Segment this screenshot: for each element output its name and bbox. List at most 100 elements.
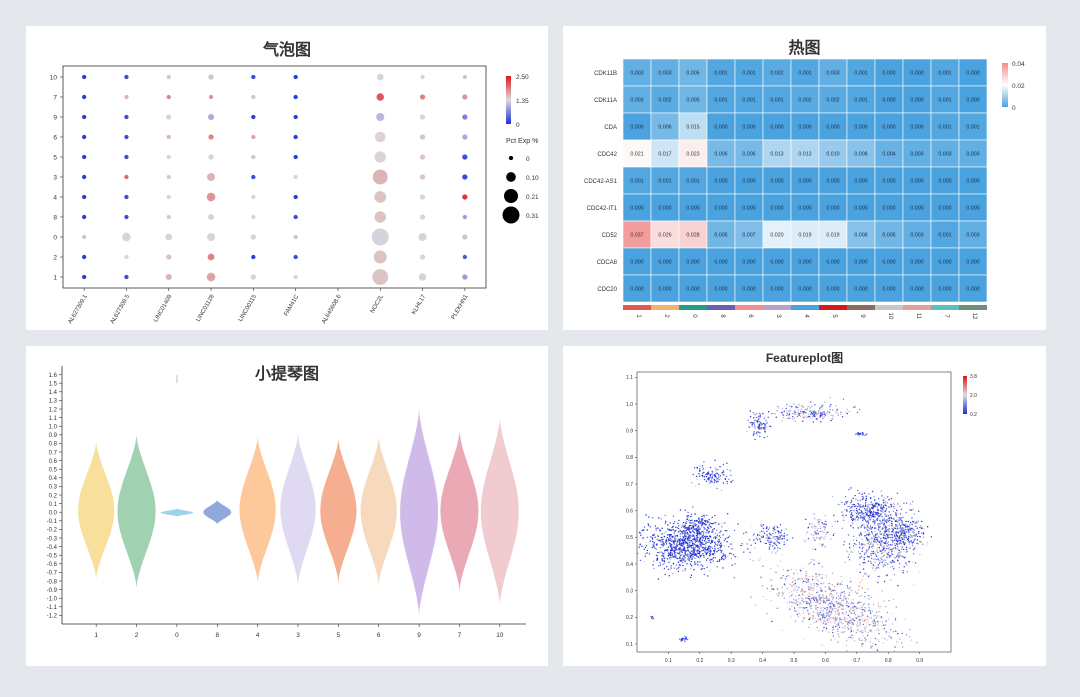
featureplot-cell: [832, 409, 834, 411]
dotplot-dot: [166, 214, 171, 220]
featureplot-cell: [770, 599, 772, 602]
featureplot-cell: [853, 504, 856, 506]
featureplot-cell: [877, 581, 879, 584]
featureplot-cell: [759, 432, 761, 434]
featureplot-cell: [897, 548, 899, 550]
dotplot-colorbar-tick: 0: [516, 122, 520, 129]
featureplot-cell: [899, 534, 901, 537]
heatmap-cluster-bar: [959, 305, 987, 310]
featureplot-cell: [706, 541, 708, 544]
featureplot-cell: [810, 587, 812, 589]
featureplot-cell: [880, 561, 882, 563]
featureplot-cell: [789, 417, 791, 419]
featureplot-cell: [856, 629, 859, 631]
featureplot-cell: [849, 636, 852, 638]
featureplot-cell: [710, 561, 712, 564]
featureplot-cell: [866, 510, 868, 512]
featureplot-cell: [903, 566, 905, 568]
featureplot-cell: [896, 516, 898, 518]
heatmap-cell-value: 0.000: [630, 125, 643, 131]
featureplot-ytick: 0.9: [626, 428, 633, 434]
featureplot-cell: [897, 503, 899, 505]
featureplot-cell: [881, 510, 883, 513]
featureplot-cell: [696, 540, 698, 543]
featureplot-cell: [871, 490, 874, 493]
featureplot-cell: [740, 544, 742, 547]
featureplot-cell: [817, 412, 819, 415]
featureplot-cell: [714, 545, 716, 547]
featureplot-cell: [861, 606, 863, 608]
dotplot-dot: [419, 214, 426, 220]
dotplot-xtick: AL645608.6: [321, 293, 343, 325]
featureplot-cell: [686, 542, 688, 545]
featureplot-cell: [847, 628, 849, 630]
featureplot-cell: [721, 555, 724, 557]
featureplot-cell: [860, 616, 862, 618]
dotplot-ytick: 9: [53, 115, 57, 122]
featureplot-cell: [897, 545, 899, 548]
featureplot-cell: [866, 619, 868, 621]
featureplot-cell: [716, 472, 718, 475]
featureplot-cell: [878, 563, 880, 565]
featureplot-cell: [638, 546, 640, 548]
featureplot-cell: [819, 618, 822, 620]
featureplot-cell: [873, 504, 876, 506]
featureplot-cell: [812, 410, 815, 412]
featureplot-cell: [661, 533, 663, 535]
featureplot-cell: [855, 624, 858, 626]
featureplot-cell: [908, 560, 910, 563]
featureplot-cell: [765, 542, 767, 545]
featureplot-cell: [816, 418, 818, 420]
featureplot-cell: [821, 408, 824, 410]
featureplot-cell: [856, 499, 859, 502]
featureplot-cell: [802, 580, 805, 583]
featureplot-cell: [842, 631, 844, 633]
featureplot-cell: [864, 505, 867, 507]
featureplot-cell: [702, 530, 704, 532]
featureplot-cell: [827, 619, 829, 622]
featureplot-cell: [916, 521, 918, 523]
featureplot-cell: [849, 620, 851, 622]
featureplot-cell: [904, 531, 906, 533]
featureplot-cell: [891, 532, 894, 534]
featureplot-cell: [877, 534, 879, 536]
violin-ytick: 1.3: [49, 399, 58, 405]
featureplot-cell: [858, 601, 861, 603]
featureplot-cell: [671, 553, 674, 555]
featureplot-cell: [864, 535, 866, 537]
featureplot-cell: [870, 528, 873, 530]
featureplot-cell: [869, 503, 871, 506]
featureplot-cell: [692, 538, 694, 541]
featureplot-cell: [831, 418, 833, 420]
featureplot-cell: [710, 479, 713, 481]
featureplot-cell: [677, 561, 680, 563]
featureplot-cell: [895, 606, 897, 608]
violin-ytick: 1.6: [49, 373, 58, 379]
featureplot-cell: [714, 480, 716, 482]
featureplot-cell: [798, 598, 800, 600]
featureplot-cell: [835, 625, 837, 628]
featureplot-cell: [893, 534, 896, 537]
dotplot-dot: [293, 154, 298, 160]
featureplot-cell: [881, 552, 883, 555]
dotplot-dot: [124, 74, 129, 80]
featureplot-cell: [701, 547, 704, 549]
featureplot-cell: [786, 412, 788, 415]
featureplot-cell: [653, 567, 655, 570]
featureplot-cell: [686, 539, 689, 542]
featureplot-cell: [866, 634, 869, 637]
featureplot-cell: [659, 529, 661, 531]
heatmap-cell-value: 0.000: [770, 179, 783, 185]
heatmap-cell-value: 0.006: [658, 125, 671, 131]
featureplot-cell: [884, 497, 886, 499]
featureplot-cell: [699, 537, 702, 539]
featureplot-cell: [872, 552, 874, 555]
featureplot-cell: [711, 530, 714, 532]
featureplot-cell: [864, 628, 866, 630]
featureplot-cell: [889, 534, 891, 536]
featureplot-cell: [759, 532, 761, 534]
featureplot-chart: 0.1 0.2 0.3 0.4 0.5 0.6 0.7 0.8 0.90.10.20.30.40…: [626, 371, 977, 664]
heatmap-cell-value: 0.000: [826, 206, 839, 212]
featureplot-cell: [855, 617, 857, 620]
featureplot-cell: [798, 612, 800, 614]
